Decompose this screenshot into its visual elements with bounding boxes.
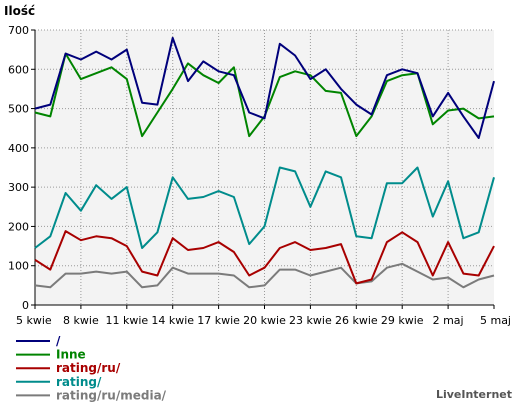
legend-label: Inne (56, 348, 86, 362)
x-tick-label: 23 kwie (289, 314, 332, 327)
x-ticks: 5 kwie 8 kwie 11 kwie 14 kwie 17 kwie 20 kwie… (16, 305, 511, 327)
y-tick-label: 300 (8, 181, 29, 194)
series-line-0 (34, 36, 495, 139)
x-tick-label: 5 kwie (16, 314, 52, 327)
x-tick-label: 26 kwie (335, 314, 378, 327)
x-tick-label: 29 kwie (381, 314, 424, 327)
y-ticks: 0 100 200 300 400 500 600 700 (8, 24, 35, 312)
y-tick-label: 200 (8, 220, 29, 233)
x-tick-label: 11 kwie (105, 314, 148, 327)
y-tick-label: 700 (8, 24, 29, 37)
series-line-2 (34, 230, 495, 285)
legend-label: rating/ru/ (56, 361, 121, 375)
x-tick-label: 17 kwie (197, 314, 240, 327)
series-line-3 (34, 166, 495, 249)
x-tick-label: 8 kwie (63, 314, 99, 327)
x-tick-label: 5 maj (480, 314, 511, 327)
x-tick-label: 20 kwie (243, 314, 286, 327)
legend-label: rating/ (56, 375, 102, 389)
y-tick-label: 600 (8, 63, 29, 76)
x-tick-label: 14 kwie (151, 314, 194, 327)
y-tick-label: 500 (8, 103, 29, 116)
series-lines (34, 36, 495, 289)
series-line-4 (34, 262, 495, 289)
legend-label: / (56, 334, 61, 348)
y-tick-label: 0 (22, 299, 29, 312)
x-tick-label: 2 maj (433, 314, 464, 327)
brand-label: LiveInternet (436, 388, 512, 401)
y-axis-label: Ilość (4, 4, 35, 18)
legend-label: rating/ru/media/ (56, 388, 167, 402)
y-tick-label: 400 (8, 142, 29, 155)
y-tick-label: 100 (8, 260, 29, 273)
